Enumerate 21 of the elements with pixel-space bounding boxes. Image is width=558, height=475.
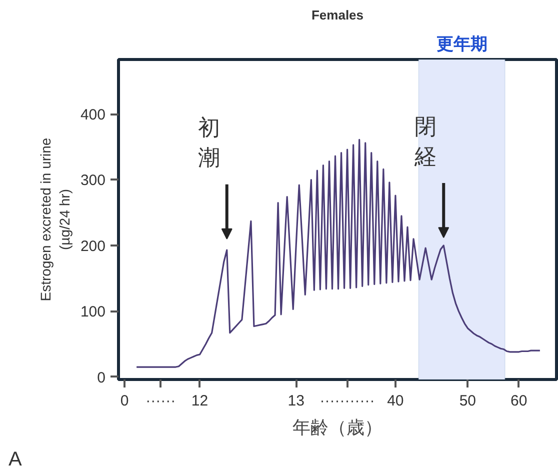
x-tick-label: ······ [146,392,176,410]
y-tick-label: 0 [97,369,106,386]
x-tick-label: ··········· [320,392,375,410]
y-axis-title: Estrogen excreted in urine (µg/24 hr) [37,138,72,302]
line-series [136,138,541,368]
x-axis-title: 年齢（歳） [292,418,382,438]
x-tick-label: 50 [459,392,476,410]
y-tick-label: 100 [80,304,106,321]
annotation: 閉経 [414,114,437,170]
annotation: 初潮 [198,116,220,172]
text: A [8,448,22,470]
chart-title: Females [311,8,364,22]
x-tick-label: 60 [510,392,528,410]
y-tick-label: 200 [80,238,106,255]
x-tick-label: 13 [288,392,304,410]
y-tick-label: 400 [80,106,106,124]
y-tick-label: 300 [80,172,106,190]
x-tick-label: 12 [191,392,208,410]
x-tick-label: 0 [120,392,129,410]
text: 更年期 [436,34,488,54]
x-tick-label: 40 [387,392,404,410]
